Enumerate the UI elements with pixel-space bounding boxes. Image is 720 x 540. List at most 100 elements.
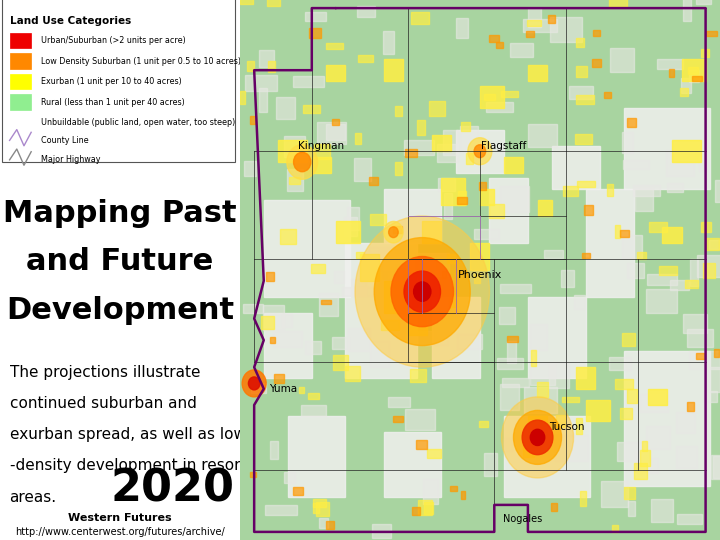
Bar xyxy=(680,89,688,97)
Bar xyxy=(424,502,433,514)
Bar xyxy=(265,505,297,515)
Bar xyxy=(649,222,667,232)
Bar xyxy=(530,363,554,384)
Bar xyxy=(484,454,497,476)
Bar xyxy=(624,108,711,189)
Bar xyxy=(310,29,321,38)
Bar xyxy=(548,15,554,23)
Circle shape xyxy=(355,216,490,367)
Bar xyxy=(696,353,705,360)
Bar xyxy=(604,92,611,98)
Bar xyxy=(708,367,720,392)
Bar xyxy=(325,43,343,49)
Circle shape xyxy=(248,377,260,390)
Bar xyxy=(537,382,549,397)
Bar xyxy=(561,270,574,287)
Bar xyxy=(9,115,31,130)
Bar xyxy=(489,204,504,218)
Bar xyxy=(422,221,441,243)
Bar xyxy=(379,250,402,263)
Bar xyxy=(627,118,636,127)
Bar xyxy=(348,328,370,352)
Bar xyxy=(244,161,256,176)
Bar xyxy=(575,295,585,309)
Bar xyxy=(418,330,449,345)
Bar xyxy=(383,31,395,54)
Bar xyxy=(635,187,653,211)
Bar xyxy=(711,455,720,480)
Bar xyxy=(577,181,595,187)
Circle shape xyxy=(391,256,454,327)
Bar xyxy=(622,235,642,258)
FancyBboxPatch shape xyxy=(2,0,235,162)
Bar xyxy=(504,437,512,451)
Bar xyxy=(383,254,404,278)
Bar xyxy=(308,394,319,400)
Bar xyxy=(527,20,541,26)
Circle shape xyxy=(287,145,318,179)
Bar xyxy=(689,70,699,82)
Bar xyxy=(400,305,410,315)
Bar xyxy=(317,122,346,144)
Bar xyxy=(268,60,275,72)
Text: Urban/Suburban (>2 units per acre): Urban/Suburban (>2 units per acre) xyxy=(41,36,186,45)
Bar xyxy=(326,124,345,140)
Bar xyxy=(585,189,634,297)
Bar xyxy=(248,62,254,71)
Bar xyxy=(274,374,284,383)
Bar xyxy=(264,313,312,378)
Bar xyxy=(360,254,379,281)
Bar xyxy=(713,456,720,477)
Bar xyxy=(312,157,331,173)
Bar xyxy=(640,394,668,411)
Bar xyxy=(423,479,438,504)
Bar xyxy=(551,503,557,511)
Bar xyxy=(332,336,349,348)
Bar xyxy=(479,421,487,428)
Text: Phoenix: Phoenix xyxy=(458,271,502,280)
Bar xyxy=(318,518,328,528)
Bar xyxy=(552,146,600,189)
Bar xyxy=(662,227,682,243)
Bar xyxy=(278,140,307,162)
Bar xyxy=(575,38,585,47)
Bar xyxy=(709,240,720,249)
Bar xyxy=(646,426,670,449)
Bar xyxy=(692,76,702,80)
Bar xyxy=(416,253,449,276)
Circle shape xyxy=(404,271,441,312)
Bar xyxy=(582,253,590,258)
Bar xyxy=(305,12,325,21)
Bar xyxy=(637,458,658,473)
Bar xyxy=(669,70,674,77)
Bar xyxy=(489,35,499,42)
Bar xyxy=(369,177,378,185)
Bar xyxy=(356,252,364,258)
Bar xyxy=(438,178,455,191)
Bar xyxy=(444,193,452,219)
Bar xyxy=(683,314,707,333)
Text: County Line: County Line xyxy=(41,136,89,145)
Bar xyxy=(437,144,458,162)
Bar xyxy=(312,503,318,512)
Bar xyxy=(301,405,326,416)
Text: Major Highway: Major Highway xyxy=(41,156,100,164)
Bar xyxy=(405,149,417,157)
Bar xyxy=(393,226,402,233)
Bar xyxy=(593,30,600,36)
Bar xyxy=(634,463,647,479)
Circle shape xyxy=(242,370,266,397)
Bar xyxy=(575,66,587,77)
Text: Tucson: Tucson xyxy=(549,422,584,431)
Bar xyxy=(264,200,350,297)
Text: Low Density Suburban (1 unit per 0.5 to 10 acres): Low Density Suburban (1 unit per 0.5 to … xyxy=(41,57,240,65)
Text: Kingman: Kingman xyxy=(298,141,344,151)
Bar xyxy=(270,337,275,343)
Bar xyxy=(689,352,720,369)
Bar xyxy=(627,263,644,279)
Bar xyxy=(500,284,531,293)
Bar xyxy=(458,191,467,205)
Bar xyxy=(523,441,534,457)
Bar xyxy=(531,325,547,349)
Text: Rural (less than 1 unit per 40 acres): Rural (less than 1 unit per 40 acres) xyxy=(41,98,184,106)
